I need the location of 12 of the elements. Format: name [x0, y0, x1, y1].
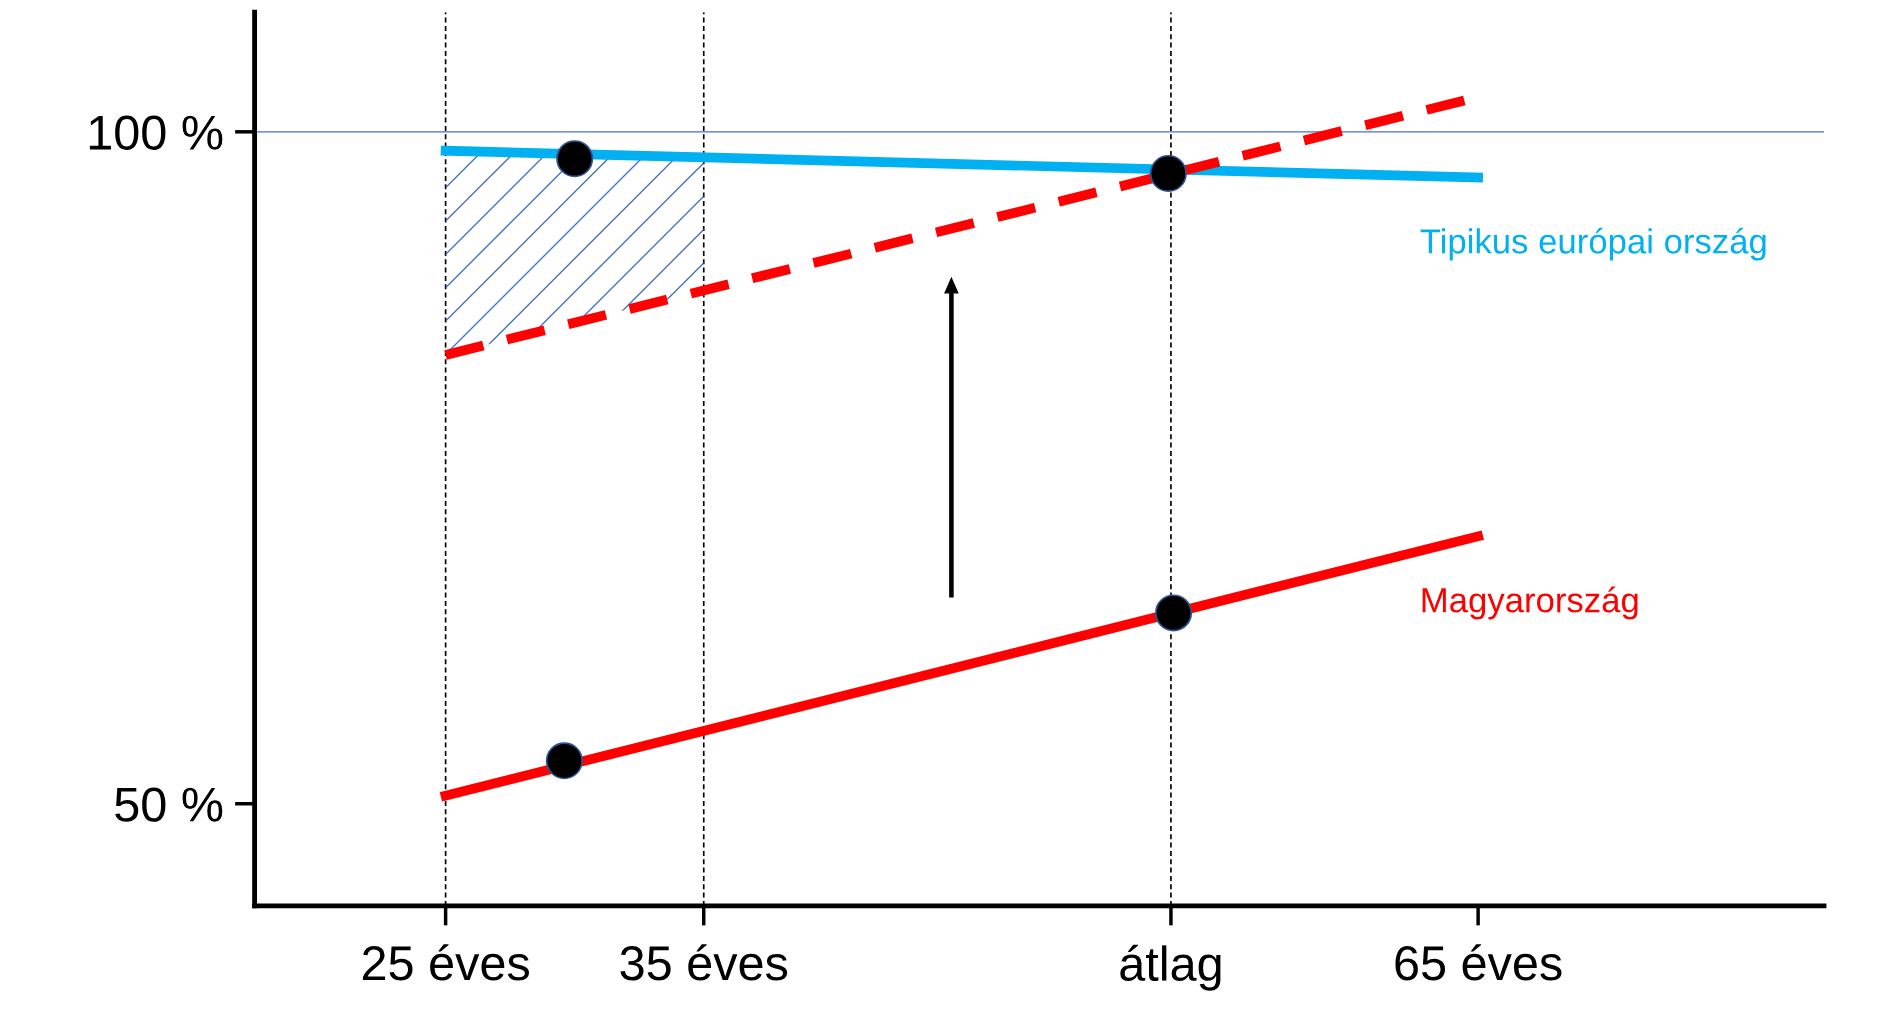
x-tick-label: 35 éves: [620, 944, 788, 981]
point: [1154, 594, 1193, 632]
series-label: Tipikus európai ország: [1420, 227, 1766, 261]
y-tick-label: 50 %: [115, 787, 223, 822]
y-tick-label: 100 %: [89, 115, 223, 150]
x-tick-label: 65 éves: [1395, 944, 1562, 981]
series-label: Magyarország: [1422, 586, 1638, 620]
point: [545, 742, 583, 780]
x-tick-label: 25 éves: [362, 944, 529, 981]
point: [556, 140, 594, 178]
x-tick-label: átlag: [1120, 944, 1221, 991]
point: [1149, 154, 1187, 193]
